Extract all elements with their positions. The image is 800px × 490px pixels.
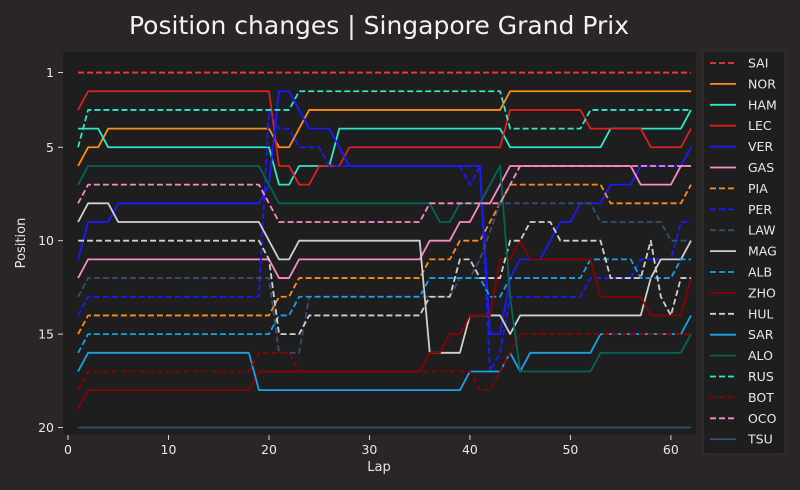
series-line-nor [77, 90, 691, 167]
legend-label-hul: HUL [748, 306, 774, 321]
x-tick-label: 40 [462, 442, 478, 457]
y-tick-label: 10 [38, 233, 54, 248]
legend-label-sai: SAI [748, 56, 768, 71]
series-line-bot [77, 333, 691, 392]
series-line-ver [77, 90, 692, 336]
y-axis-label: Position [14, 218, 29, 269]
legend-label-gas: GAS [748, 160, 774, 175]
series-line-rus [77, 90, 691, 148]
chart-title: Position changes | Singapore Grand Prix [129, 11, 629, 40]
x-tick-label: 50 [562, 442, 578, 457]
x-tick-label: 60 [663, 442, 679, 457]
legend-label-zho: ZHO [748, 285, 776, 300]
legend-label-lec: LEC [748, 118, 772, 133]
legend-label-tsu: TSU [747, 432, 773, 447]
series-layer [77, 71, 692, 429]
y-tick-label: 15 [38, 327, 54, 342]
legend-label-law: LAW [748, 223, 775, 238]
series-line-mag [77, 202, 692, 354]
legend: SAI NOR HAM LEC VER GAS PIA PER LAW MAG ALB ZHO HUL S… [710, 56, 777, 447]
x-tick-label: 20 [261, 442, 277, 457]
legend-box [702, 50, 786, 455]
legend-label-per: PER [748, 202, 772, 217]
legend-label-alo: ALO [748, 348, 773, 363]
legend-label-ver: VER [748, 139, 773, 154]
y-tick-label: 1 [46, 65, 54, 80]
legend-label-nor: NOR [748, 76, 776, 91]
legend-label-mag: MAG [748, 244, 777, 259]
x-tick-label: 30 [361, 442, 377, 457]
x-axis-label: Lap [367, 460, 390, 475]
series-line-zho [77, 239, 692, 410]
x-tick-label: 0 [64, 442, 72, 457]
y-tick-label: 20 [38, 420, 54, 435]
legend-label-alb: ALB [748, 265, 772, 280]
series-line-pia [77, 183, 692, 335]
legend-label-ham: HAM [748, 97, 777, 112]
legend-label-sar: SAR [748, 327, 774, 342]
series-line-alb [77, 258, 691, 354]
series-line-gas [77, 165, 691, 279]
legend-label-bot: BOT [748, 390, 774, 405]
legend-label-rus: RUS [748, 369, 774, 384]
series-line-hul [78, 221, 691, 336]
y-tick-label: 5 [46, 140, 54, 155]
legend-label-oco: OCO [748, 411, 777, 426]
series-line-oco [77, 165, 691, 223]
x-tick-label: 10 [161, 442, 177, 457]
legend-label-pia: PIA [748, 181, 768, 196]
